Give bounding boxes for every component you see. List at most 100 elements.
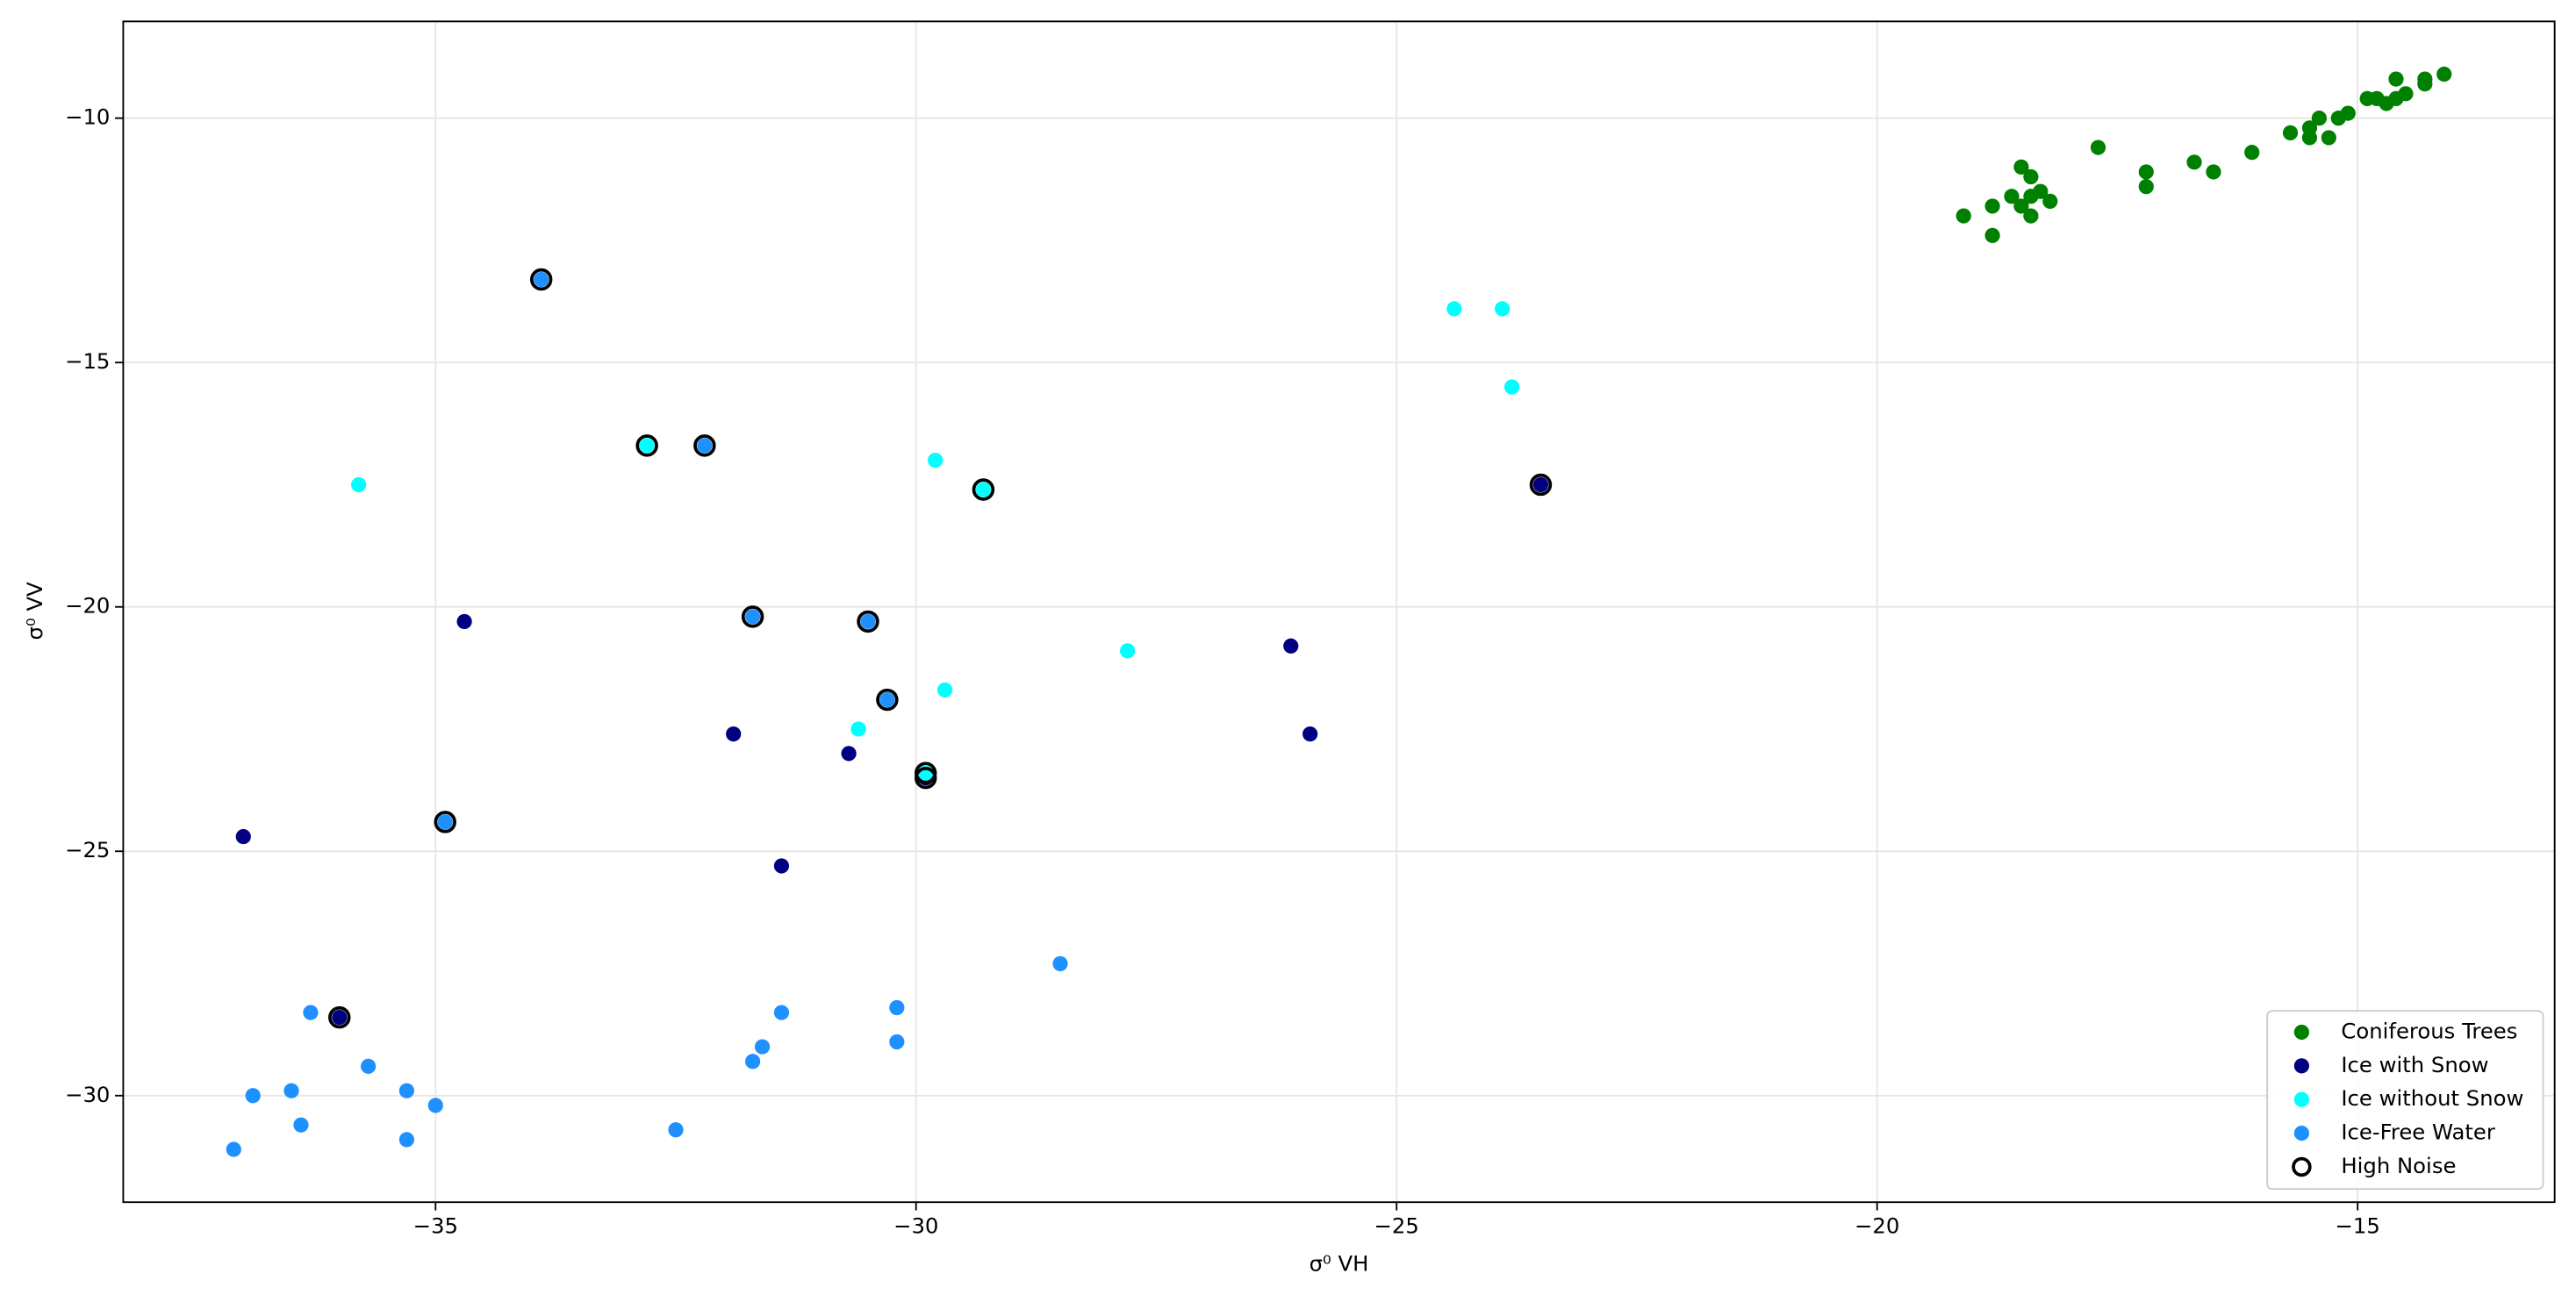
legend-label: Ice with Snow [2341, 1052, 2488, 1077]
noise-ring [328, 1005, 351, 1029]
point [1984, 198, 2000, 214]
y-tick-label: −15 [65, 348, 110, 374]
noise-ring [876, 688, 899, 712]
y-tick-label: −20 [65, 593, 110, 619]
point [283, 1083, 299, 1098]
point [879, 691, 895, 708]
point [850, 721, 866, 737]
point [1446, 301, 1462, 317]
legend-label: Ice-Free Water [2341, 1120, 2495, 1145]
point [2090, 140, 2106, 155]
point [2321, 130, 2336, 146]
legend-marker [2293, 1125, 2310, 1141]
point [235, 828, 251, 845]
y-axis-label: σ⁰ VV [22, 582, 47, 640]
point [427, 1098, 443, 1113]
point [2436, 66, 2452, 82]
y-tick-label: −25 [65, 837, 110, 862]
noise-ring [693, 434, 716, 457]
noise-ring [741, 605, 764, 628]
point [1495, 301, 1510, 317]
point [1052, 955, 1068, 971]
point [437, 814, 453, 830]
point [773, 858, 790, 874]
point [456, 613, 472, 630]
legend: Coniferous Trees Ice with Snow Ice without… [2266, 1010, 2544, 1191]
legend-label: Coniferous Trees [2341, 1018, 2517, 1043]
legend-marker [2292, 1156, 2312, 1177]
legend-label: High Noise [2341, 1153, 2456, 1178]
noise-ring [635, 434, 658, 457]
x-tick-label: −15 [2336, 1213, 2380, 1238]
point [293, 1117, 309, 1133]
point [2301, 130, 2318, 146]
point [975, 482, 991, 497]
noise-ring [972, 478, 995, 501]
point [2004, 189, 2020, 204]
x-axis-label: σ⁰ VH [1310, 1250, 1369, 1276]
point [2013, 198, 2029, 214]
point [2244, 145, 2260, 161]
point [2417, 71, 2433, 87]
point [744, 1054, 761, 1070]
point [1120, 643, 1136, 659]
noise-ring [529, 268, 553, 291]
x-tick-label: −20 [1855, 1213, 1899, 1238]
legend-marker [2293, 1058, 2310, 1074]
point [860, 613, 876, 630]
point [332, 1010, 348, 1026]
point [726, 726, 742, 742]
point [2138, 179, 2154, 195]
point [744, 609, 761, 625]
point [2023, 168, 2039, 185]
plot-frame [122, 20, 2556, 1204]
point [936, 682, 953, 698]
point [245, 1088, 261, 1104]
noise-ring [857, 610, 879, 633]
point [2033, 183, 2049, 199]
point [2311, 111, 2328, 126]
point [2013, 159, 2029, 175]
legend-marker [2293, 1024, 2310, 1041]
point [1302, 726, 1318, 742]
point [2206, 164, 2221, 180]
point [1504, 379, 1520, 395]
point [2388, 71, 2404, 87]
point [360, 1058, 377, 1074]
point [773, 1005, 790, 1020]
noise-ring [434, 811, 456, 834]
x-tick-label: −25 [1374, 1213, 1419, 1238]
point [2282, 125, 2299, 140]
point [534, 271, 549, 288]
point [303, 1005, 319, 1020]
point [2023, 208, 2039, 224]
noise-ring [914, 762, 937, 784]
point [2042, 193, 2058, 209]
point [697, 438, 713, 454]
point [351, 476, 367, 493]
point [639, 438, 655, 454]
legend-marker [2293, 1091, 2310, 1107]
point [2340, 105, 2356, 121]
point [2138, 164, 2154, 180]
point [1532, 476, 1549, 493]
point [398, 1083, 415, 1098]
x-tick-label: −35 [413, 1213, 458, 1238]
point [226, 1141, 241, 1157]
y-tick-label: −10 [65, 104, 110, 130]
point [1283, 638, 1299, 654]
point [889, 999, 905, 1016]
noise-ring [1529, 473, 1553, 497]
point [889, 1034, 905, 1050]
y-tick-label: −30 [65, 1082, 110, 1107]
point [928, 452, 944, 469]
legend-label: Ice without Snow [2341, 1085, 2523, 1111]
point [668, 1122, 684, 1138]
point [1984, 227, 2000, 243]
point [1955, 208, 1971, 224]
point [2398, 86, 2414, 102]
legend-box [2266, 1010, 2544, 1191]
point [398, 1132, 415, 1148]
